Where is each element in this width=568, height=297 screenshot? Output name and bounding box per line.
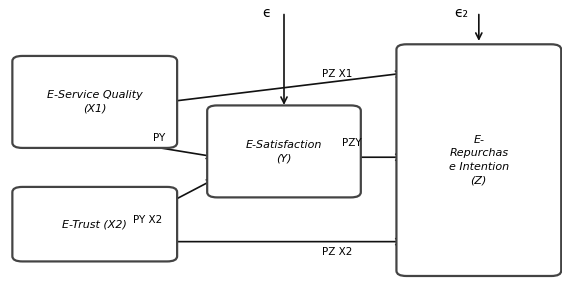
FancyBboxPatch shape: [396, 44, 561, 276]
Text: PY: PY: [153, 133, 165, 143]
Text: E-Trust (X2): E-Trust (X2): [62, 219, 127, 229]
Text: ϵ: ϵ: [262, 6, 270, 20]
FancyBboxPatch shape: [12, 187, 177, 261]
Text: PZ X1: PZ X1: [321, 69, 352, 79]
Text: PZ X2: PZ X2: [321, 247, 352, 257]
Text: PZY: PZY: [342, 138, 362, 148]
Text: E-Satisfaction
(Y): E-Satisfaction (Y): [246, 140, 322, 163]
FancyBboxPatch shape: [12, 56, 177, 148]
Text: E-
Repurchas
e Intention
(Z): E- Repurchas e Intention (Z): [449, 135, 509, 186]
FancyBboxPatch shape: [207, 105, 361, 198]
Text: E-Service Quality
(X1): E-Service Quality (X1): [47, 90, 143, 114]
Text: ϵ₂: ϵ₂: [454, 6, 468, 20]
Text: PY X2: PY X2: [133, 215, 162, 225]
